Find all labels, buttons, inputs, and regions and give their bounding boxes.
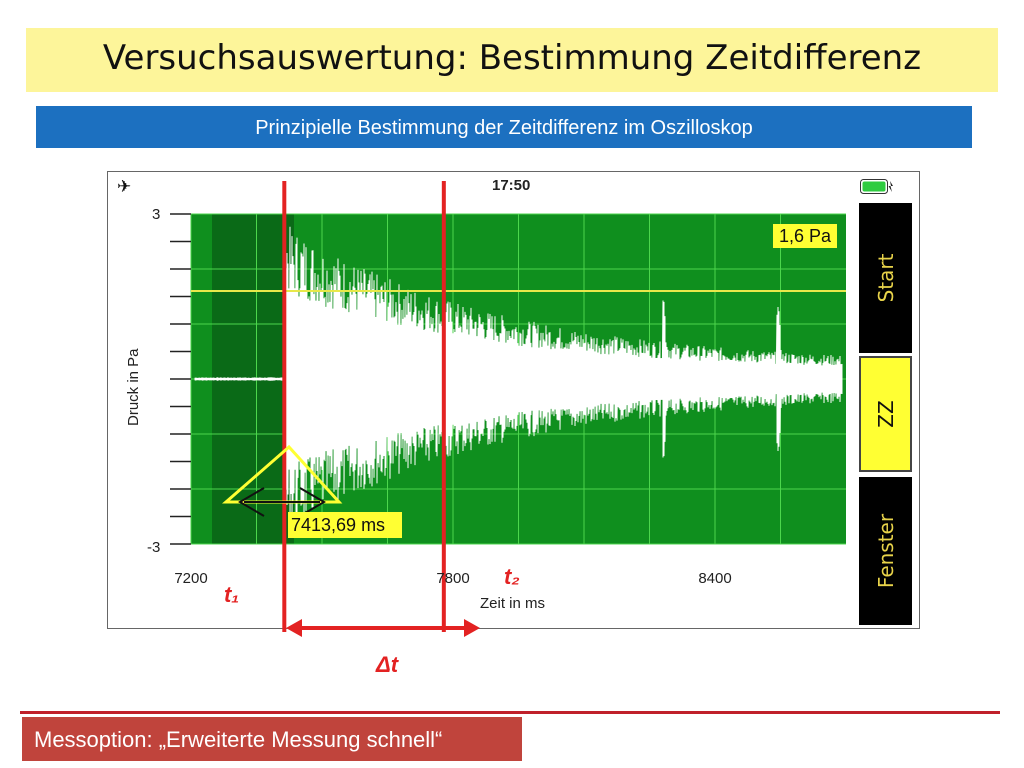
footer-box: Messoption: „Erweiterte Messung schnell“ [22,717,522,761]
x-tick-label-8400: 8400 [698,570,731,587]
battery-icon [860,179,893,194]
title-bar: Versuchsauswertung: Bestimmung Zeitdiffe… [26,28,998,92]
signal-trace [194,226,843,532]
slide-subtitle: Prinzipielle Bestimmung der Zeitdifferen… [255,117,753,139]
x-tick-label-7200: 7200 [174,570,207,587]
airplane-icon: ✈ [117,177,132,196]
x-tick-label-7800: 7800 [436,570,469,587]
t2-label: t₂ [504,564,520,589]
threshold-label-box [773,224,837,248]
y-tick-label-bottom: -3 [147,539,160,556]
fenster-button[interactable]: Fenster [859,477,912,625]
delta-t-arrow [286,619,480,637]
y-axis-label: Druck in Pa [125,348,142,426]
status-time: 17:50 [492,177,531,194]
y-axis-ticks [170,213,191,545]
subtitle-bar: Prinzipielle Bestimmung der Zeitdifferen… [36,106,972,148]
cursor-double-arrow [238,487,326,517]
zz-button-label: ZZ [873,400,898,428]
cursor-time-label: 7413,69 ms [291,515,385,535]
slide-title: Versuchsauswertung: Bestimmung Zeitdiffe… [102,38,922,78]
zz-button[interactable]: ZZ [859,356,912,472]
fenster-button-label: Fenster [873,513,898,589]
delta-t-label: Δt [375,652,400,677]
cursor-time-box [288,512,402,538]
threshold-label: 1,6 Pa [779,226,832,246]
y-tick-label-top: 3 [152,206,160,223]
t1-label: t₁ [224,582,239,607]
start-button-label: Start [873,253,898,303]
footer-text: Messoption: „Erweiterte Messung schnell“ [34,727,443,752]
start-button[interactable]: Start [859,203,912,353]
footer-divider [20,711,1000,714]
x-axis-label: Zeit in ms [480,595,545,612]
